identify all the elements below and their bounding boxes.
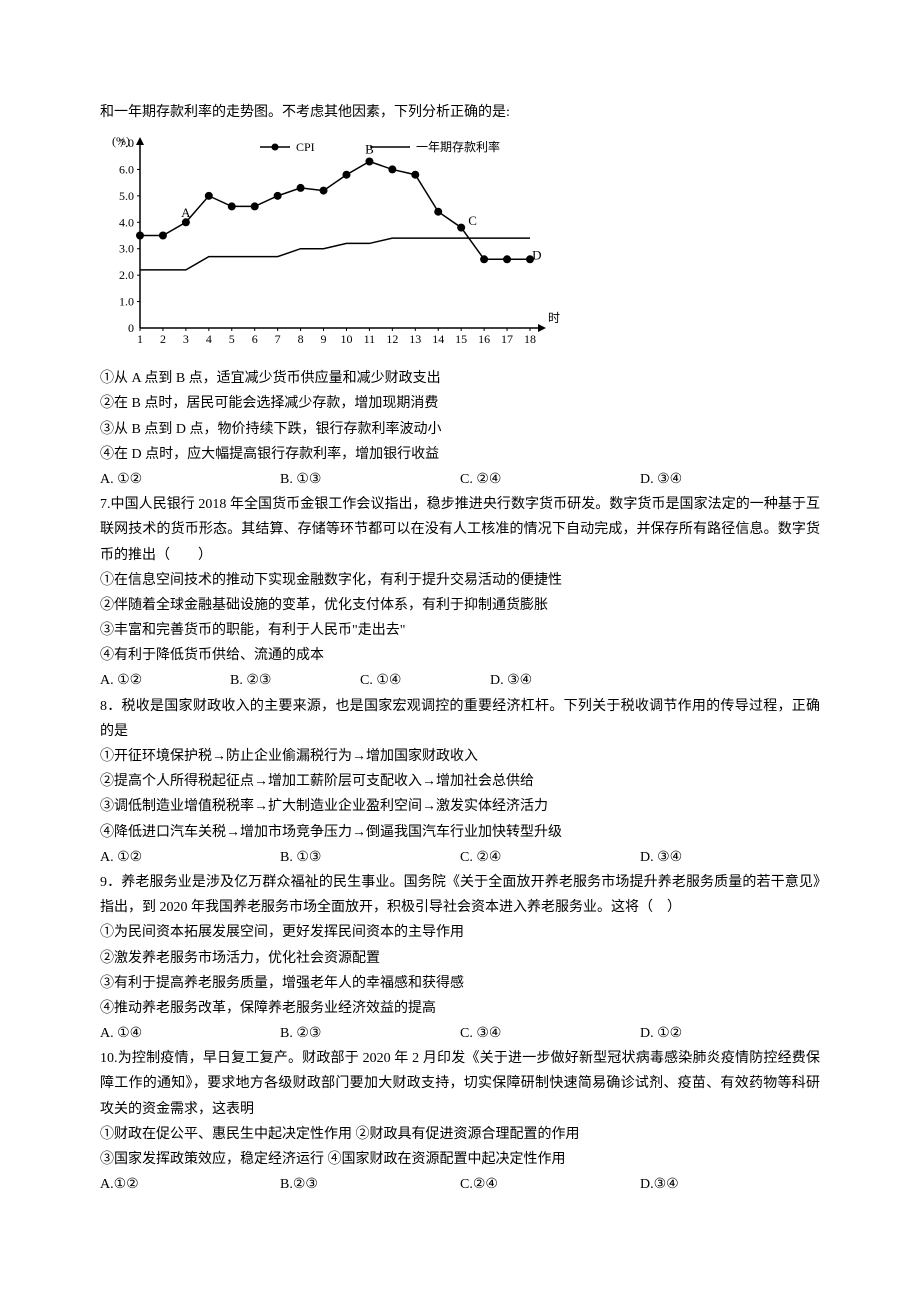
svg-text:1.0: 1.0 bbox=[119, 295, 134, 309]
svg-text:8: 8 bbox=[298, 332, 304, 346]
svg-text:17: 17 bbox=[501, 332, 513, 346]
q10-stem: 10.为控制疫情，早日复工复产。财政部于 2020 年 2 月印发《关于进一步做… bbox=[100, 1046, 820, 1122]
q7-statement-1: ①在信息空间技术的推动下实现金融数字化，有利于提升交易活动的便捷性 bbox=[100, 568, 820, 593]
q6-statement-4: ④在 D 点时，应大幅提高银行存款利率，增加银行收益 bbox=[100, 442, 820, 467]
svg-text:7.0: 7.0 bbox=[119, 136, 134, 150]
q9-statement-2: ②激发养老服务市场活力，优化社会资源配置 bbox=[100, 946, 820, 971]
q7-stem: 7.中国人民银行 2018 年全国货币金银工作会议指出，稳步推进央行数字货币研发… bbox=[100, 492, 820, 568]
q9-opt-d: D. ①② bbox=[640, 1021, 820, 1046]
svg-text:5: 5 bbox=[229, 332, 235, 346]
q7-opt-b: B. ②③ bbox=[230, 668, 360, 693]
svg-text:3.0: 3.0 bbox=[119, 242, 134, 256]
q8-opt-b: B. ①③ bbox=[280, 845, 460, 870]
q9-statement-1: ①为民间资本拓展发展空间，更好发挥民间资本的主导作用 bbox=[100, 920, 820, 945]
q6-statement-1: ①从 A 点到 B 点，适宜减少货币供应量和减少财政支出 bbox=[100, 366, 820, 391]
svg-text:A: A bbox=[181, 205, 191, 220]
q7-statement-4: ④有利于降低货币供给、流通的成本 bbox=[100, 643, 820, 668]
svg-text:6.0: 6.0 bbox=[119, 163, 134, 177]
q6-opt-a: A. ①② bbox=[100, 467, 280, 492]
q8-opt-c: C. ②④ bbox=[460, 845, 640, 870]
q7-opt-c: C. ①④ bbox=[360, 668, 490, 693]
svg-text:0: 0 bbox=[128, 321, 134, 335]
svg-text:2: 2 bbox=[160, 332, 166, 346]
svg-text:9: 9 bbox=[321, 332, 327, 346]
q10-opt-b: B.②③ bbox=[280, 1172, 460, 1197]
q10-opt-d: D.③④ bbox=[640, 1172, 820, 1197]
q6-statement-2: ②在 B 点时，居民可能会选择减少存款，增加现期消费 bbox=[100, 391, 820, 416]
svg-text:13: 13 bbox=[409, 332, 421, 346]
q10-options: A.①② B.②③ C.②④ D.③④ bbox=[100, 1172, 820, 1197]
svg-text:6: 6 bbox=[252, 332, 258, 346]
svg-text:4: 4 bbox=[206, 332, 212, 346]
svg-text:2.0: 2.0 bbox=[119, 268, 134, 282]
q10-statement-1: ①财政在促公平、惠民生中起决定性作用 ②财政具有促进资源合理配置的作用 bbox=[100, 1122, 820, 1147]
cpi-chart: (%)01.02.03.04.05.06.07.0123456789101112… bbox=[100, 133, 820, 358]
q8-opt-a: A. ①② bbox=[100, 845, 280, 870]
svg-text:11: 11 bbox=[364, 332, 376, 346]
svg-text:4.0: 4.0 bbox=[119, 215, 134, 229]
svg-text:1: 1 bbox=[137, 332, 143, 346]
q7-statement-3: ③丰富和完善货币的职能，有利于人民币"走出去" bbox=[100, 618, 820, 643]
q6-opt-d: D. ③④ bbox=[640, 467, 820, 492]
svg-text:CPI: CPI bbox=[296, 140, 315, 154]
q8-options: A. ①② B. ①③ C. ②④ D. ③④ bbox=[100, 845, 820, 870]
q9-opt-c: C. ③④ bbox=[460, 1021, 640, 1046]
svg-text:一年期存款利率: 一年期存款利率 bbox=[416, 139, 500, 154]
q8-statement-4: ④降低进口汽车关税→增加市场竞争压力→倒逼我国汽车行业加快转型升级 bbox=[100, 820, 820, 845]
intro-text: 和一年期存款利率的走势图。不考虑其他因素，下列分析正确的是: bbox=[100, 100, 820, 125]
q6-opt-b: B. ①③ bbox=[280, 467, 460, 492]
svg-text:3: 3 bbox=[183, 332, 189, 346]
q9-statement-3: ③有利于提高养老服务质量，增强老年人的幸福感和获得感 bbox=[100, 971, 820, 996]
svg-text:5.0: 5.0 bbox=[119, 189, 134, 203]
svg-text:C: C bbox=[468, 213, 477, 228]
q9-opt-a: A. ①④ bbox=[100, 1021, 280, 1046]
svg-text:10: 10 bbox=[340, 332, 352, 346]
q6-statement-3: ③从 B 点到 D 点，物价持续下跌，银行存款利率波动小 bbox=[100, 417, 820, 442]
q7-options: A. ①② B. ②③ C. ①④ D. ③④ bbox=[100, 668, 820, 693]
svg-text:D: D bbox=[532, 247, 541, 262]
q7-opt-d: D. ③④ bbox=[490, 668, 620, 693]
q8-statement-2: ②提高个人所得税起征点→增加工薪阶层可支配收入→增加社会总供给 bbox=[100, 769, 820, 794]
svg-text:12: 12 bbox=[386, 332, 398, 346]
svg-text:时间: 时间 bbox=[548, 311, 560, 325]
q8-statement-1: ①开征环境保护税→防止企业偷漏税行为→增加国家财政收入 bbox=[100, 744, 820, 769]
svg-text:14: 14 bbox=[432, 332, 444, 346]
q8-stem: 8．税收是国家财政收入的主要来源，也是国家宏观调控的重要经济杠杆。下列关于税收调… bbox=[100, 694, 820, 744]
q8-opt-d: D. ③④ bbox=[640, 845, 820, 870]
q10-opt-a: A.①② bbox=[100, 1172, 280, 1197]
q8-statement-3: ③调低制造业增值税税率→扩大制造业企业盈利空间→激发实体经济活力 bbox=[100, 794, 820, 819]
svg-text:B: B bbox=[365, 142, 374, 157]
svg-text:16: 16 bbox=[478, 332, 490, 346]
q9-statement-4: ④推动养老服务改革，保障养老服务业经济效益的提高 bbox=[100, 996, 820, 1021]
q9-opt-b: B. ②③ bbox=[280, 1021, 460, 1046]
q9-stem: 9．养老服务业是涉及亿万群众福祉的民生事业。国务院《关于全面放开养老服务市场提升… bbox=[100, 870, 820, 920]
q9-options: A. ①④ B. ②③ C. ③④ D. ①② bbox=[100, 1021, 820, 1046]
q6-opt-c: C. ②④ bbox=[460, 467, 640, 492]
svg-text:15: 15 bbox=[455, 332, 467, 346]
q7-opt-a: A. ①② bbox=[100, 668, 230, 693]
q7-statement-2: ②伴随着全球金融基础设施的变革，优化支付体系，有利于抑制通货膨胀 bbox=[100, 593, 820, 618]
q6-options: A. ①② B. ①③ C. ②④ D. ③④ bbox=[100, 467, 820, 492]
q10-opt-c: C.②④ bbox=[460, 1172, 640, 1197]
q10-statement-2: ③国家发挥政策效应，稳定经济运行 ④国家财政在资源配置中起决定性作用 bbox=[100, 1147, 820, 1172]
svg-text:7: 7 bbox=[275, 332, 281, 346]
svg-text:18: 18 bbox=[524, 332, 536, 346]
